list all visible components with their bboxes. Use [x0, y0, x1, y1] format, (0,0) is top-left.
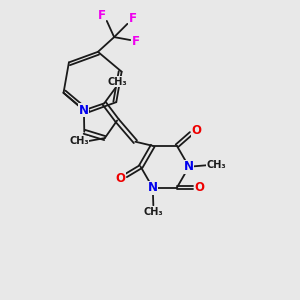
Text: O: O [194, 181, 204, 194]
Text: CH₃: CH₃ [206, 160, 226, 170]
Text: N: N [184, 160, 194, 173]
Text: CH₃: CH₃ [107, 76, 127, 87]
Text: N: N [79, 104, 89, 117]
Text: N: N [148, 181, 158, 194]
Text: CH₃: CH₃ [69, 136, 89, 146]
Text: F: F [98, 9, 106, 22]
Text: F: F [132, 35, 140, 48]
Text: O: O [115, 172, 125, 185]
Text: O: O [191, 124, 201, 137]
Text: CH₃: CH₃ [143, 207, 163, 217]
Text: F: F [129, 12, 137, 25]
